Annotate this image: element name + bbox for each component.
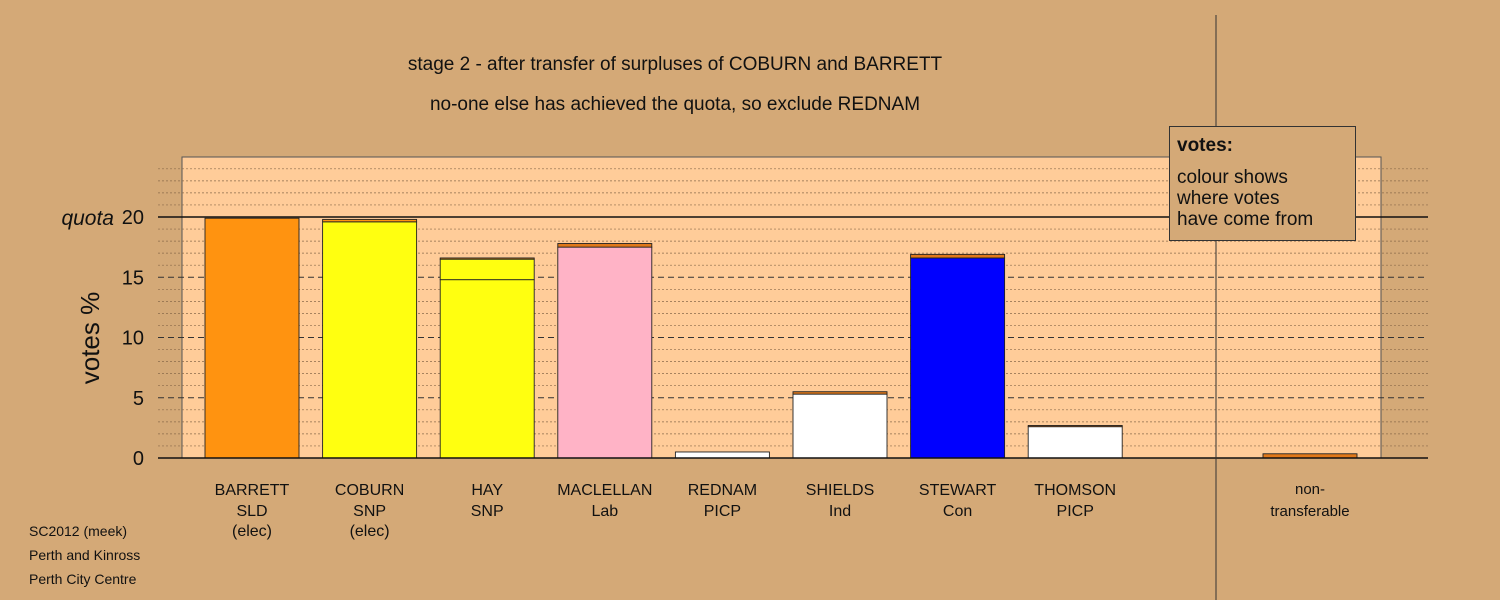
bar-hay-segment — [439, 258, 535, 281]
x-tick-label-name: STEWART — [919, 482, 997, 499]
y-tick-label: 10 — [122, 328, 144, 350]
x-tick-label-party: SLD — [236, 503, 267, 520]
bar-thomson-segment — [1027, 425, 1123, 428]
y-axis-label: votes % — [75, 292, 105, 385]
x-tick-label-non-transferable: non- — [1295, 481, 1325, 498]
x-tick-label-party: SNP — [353, 503, 386, 520]
y-tick-label: 0 — [133, 448, 144, 470]
bar-thomson-segment — [1027, 426, 1123, 459]
x-tick-label-note: (elec) — [232, 523, 272, 540]
x-tick-label-party: SNP — [471, 503, 504, 520]
x-tick-label-name: COBURN — [335, 482, 404, 499]
x-tick-label-name: SHIELDS — [806, 482, 874, 499]
x-tick-label-name: THOMSON — [1034, 482, 1116, 499]
x-tick-label-name: BARRETT — [215, 482, 290, 499]
legend-title: votes: — [1177, 135, 1233, 156]
x-tick-label-note: (elec) — [350, 523, 390, 540]
footer-line-3: Perth City Centre — [29, 571, 137, 587]
x-tick-label-party: PICP — [704, 503, 741, 520]
legend: votes: colour shows where votes have com… — [1169, 126, 1356, 241]
bar-stewart-segment — [910, 257, 1006, 459]
bar-barrett-segment — [204, 217, 300, 459]
bar-stewart-segment — [910, 253, 1006, 259]
x-tick-label-party: Con — [943, 503, 972, 520]
x-tick-label-non-transferable: transferable — [1270, 503, 1349, 520]
bar-coburn-segment — [322, 218, 418, 223]
x-tick-label-party: PICP — [1057, 503, 1094, 520]
x-tick-label-party: Lab — [591, 503, 618, 520]
bar-hay-segment — [439, 257, 535, 260]
legend-body: colour shows where votes have come from — [1177, 167, 1314, 230]
bar-shields-segment — [792, 391, 888, 395]
quota-label: quota — [61, 207, 114, 230]
footer-line-1: SC2012 (meek) — [29, 523, 128, 539]
bar-hay-segment — [439, 279, 535, 459]
bar-shields-segment — [792, 393, 888, 459]
y-tick-label: 20 — [122, 207, 144, 229]
bar-rednam-segment — [674, 451, 770, 459]
x-tick-label-name: HAY — [471, 482, 503, 499]
chart-title: stage 2 - after transfer of surpluses of… — [407, 54, 943, 75]
x-tick-label-name: REDNAM — [688, 482, 757, 499]
bar-maclellan-segment — [557, 243, 653, 248]
footer-line-2: Perth and Kinross — [29, 547, 141, 563]
y-tick-label: 15 — [122, 267, 144, 289]
x-tick-label-party: Ind — [829, 503, 851, 520]
chart-subtitle: no-one else has achieved the quota, so e… — [429, 94, 921, 115]
y-tick-label: 5 — [133, 388, 144, 410]
bar-maclellan-segment — [557, 246, 653, 459]
bar-coburn-segment — [322, 221, 418, 459]
x-tick-label-name: MACLELLAN — [557, 482, 652, 499]
